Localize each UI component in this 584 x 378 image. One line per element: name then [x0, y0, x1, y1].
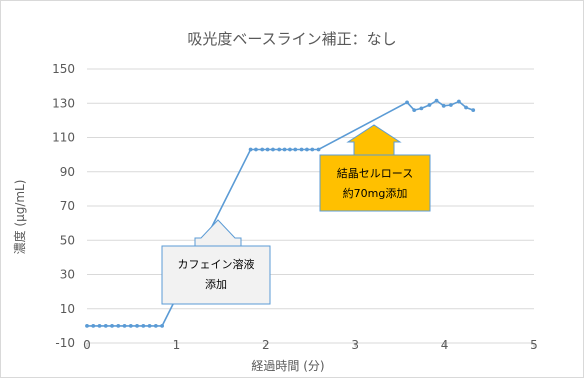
data-point	[260, 147, 265, 152]
data-point	[441, 103, 446, 108]
y-axis-label: 濃度 (µg/mL)	[12, 180, 27, 255]
data-point	[305, 147, 309, 152]
data-point	[316, 147, 321, 152]
data-point	[282, 147, 287, 152]
data-point	[91, 323, 96, 328]
y-tick-label: 30	[60, 268, 75, 282]
data-point	[160, 323, 164, 328]
data-point	[464, 105, 468, 110]
y-tick-label: -10	[55, 336, 75, 350]
data-point	[293, 147, 298, 152]
data-point	[103, 323, 108, 328]
chart-title: 吸光度ベースライン補正：なし	[187, 30, 396, 48]
data-point	[116, 323, 121, 328]
y-tick-label: 130	[52, 96, 75, 110]
y-tick-label: 150	[52, 62, 75, 76]
data-point	[147, 323, 152, 328]
data-point	[248, 147, 253, 152]
callout-text: 約70mg添加	[343, 186, 408, 200]
callout-text: 結晶セルロース	[337, 166, 413, 180]
y-tick-label: 110	[52, 131, 75, 145]
callout-arrow	[194, 219, 242, 247]
data-point	[288, 147, 292, 152]
series-group	[85, 98, 476, 328]
data-point	[434, 98, 439, 103]
data-point	[427, 103, 432, 107]
x-tick-label: 1	[173, 338, 181, 352]
data-point	[471, 108, 476, 112]
data-point	[405, 100, 409, 105]
y-tick-label: 70	[60, 199, 75, 213]
x-axis-ticks: 0 1 2 3 4 5	[83, 338, 538, 352]
data-point	[153, 323, 158, 328]
x-tick-label: 2	[262, 338, 270, 352]
data-point	[85, 323, 89, 328]
y-tick-label: 50	[60, 233, 75, 247]
y-axis-ticks: -10 10 30 50 70 90 110 130 150	[52, 62, 75, 350]
data-point	[97, 323, 102, 328]
data-point	[299, 147, 304, 152]
data-point	[457, 99, 461, 104]
data-point	[265, 147, 270, 152]
data-point	[271, 147, 275, 152]
data-point	[122, 323, 127, 328]
callout-arrow	[346, 124, 402, 156]
data-point	[110, 323, 114, 328]
data-point	[419, 106, 424, 111]
data-point	[310, 147, 315, 152]
data-point	[128, 323, 133, 328]
x-tick-label: 3	[351, 338, 359, 352]
x-axis-label: 経過時間 (分)	[251, 359, 324, 373]
data-point	[448, 103, 453, 107]
data-point	[277, 147, 282, 152]
data-point	[135, 323, 139, 328]
data-point	[412, 108, 417, 112]
x-tick-label: 0	[83, 338, 91, 352]
y-tick-label: 90	[60, 165, 75, 179]
callout-text: 添加	[205, 277, 227, 291]
x-tick-label: 4	[441, 338, 449, 352]
data-point	[254, 147, 258, 152]
y-tick-label: 10	[60, 302, 75, 316]
x-tick-label: 5	[530, 338, 538, 352]
callout-box	[319, 154, 431, 212]
callout-box	[161, 245, 271, 305]
data-point	[141, 323, 146, 328]
callout-text: カフェイン溶液	[178, 257, 255, 271]
